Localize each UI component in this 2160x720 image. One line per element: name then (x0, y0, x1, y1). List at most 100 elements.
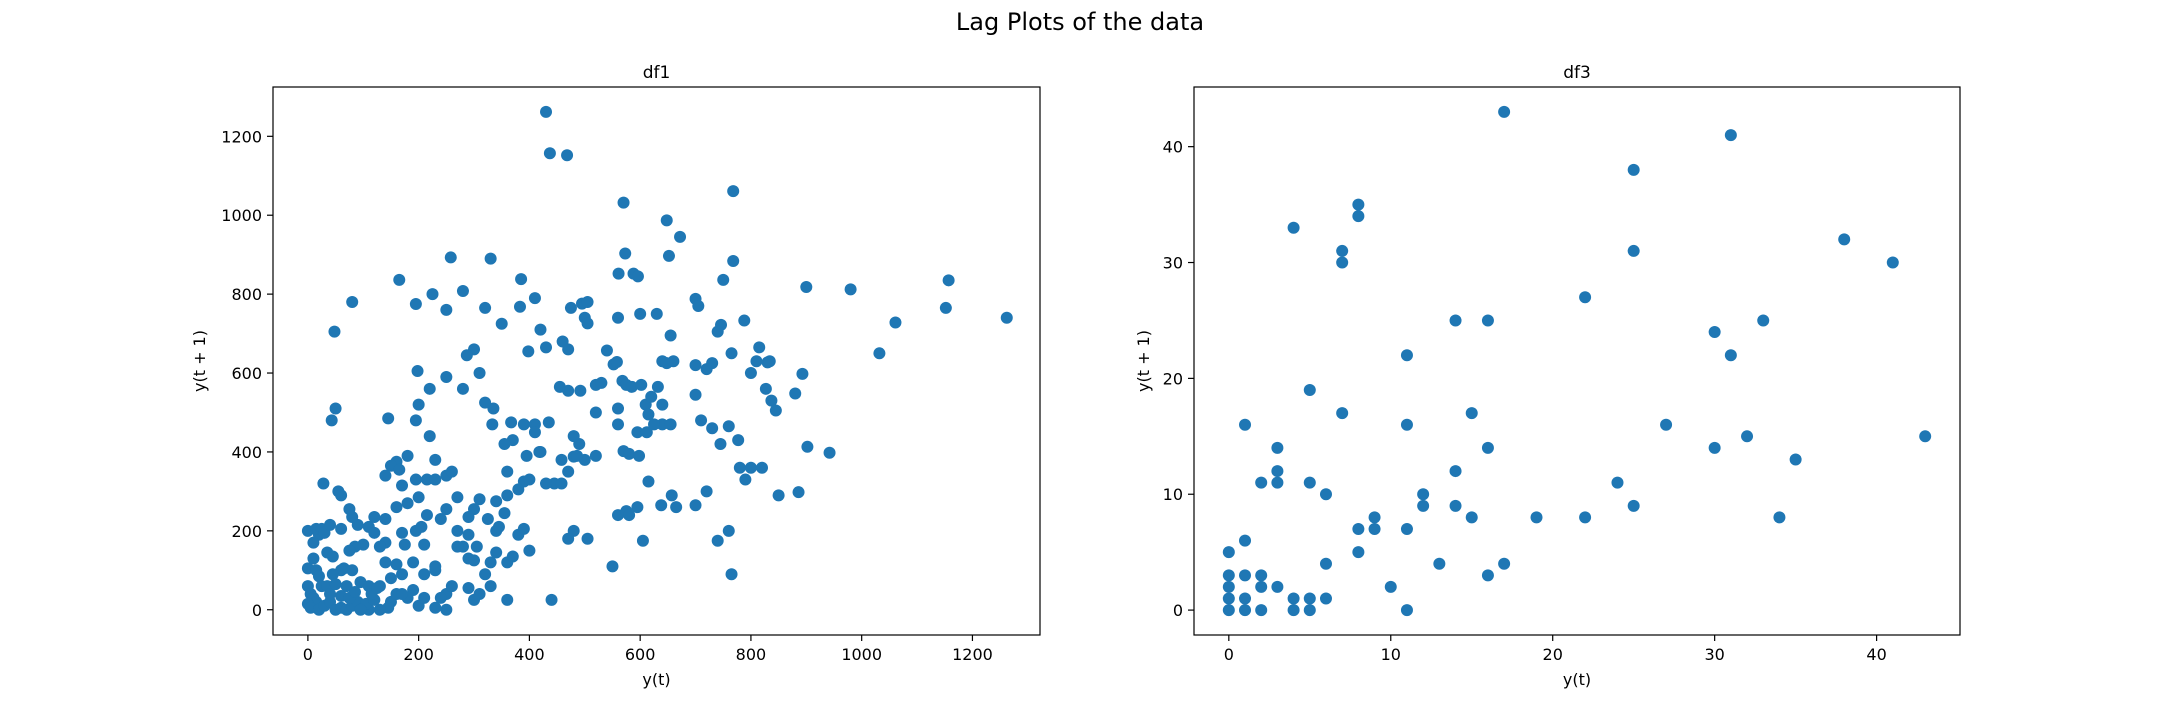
left-scatter-point (434, 513, 447, 526)
left-x-tick-label: 800 (736, 645, 767, 664)
left-scatter-point (429, 473, 442, 486)
left-scatter-point (462, 582, 475, 595)
right-y-tick-label: 0 (1173, 601, 1183, 620)
right-scatter-point (1239, 534, 1252, 547)
right-scatter-point (1255, 476, 1268, 489)
left-scatter-point (396, 526, 409, 539)
left-scatter-point (801, 440, 814, 453)
left-scatter-point (445, 580, 458, 593)
left-scatter-point (617, 196, 630, 209)
left-scatter-point (635, 378, 648, 391)
right-scatter-point (1579, 511, 1592, 524)
left-scatter-point (515, 273, 528, 286)
left-scatter-point (368, 526, 381, 539)
left-scatter-point (523, 473, 536, 486)
left-scatter-point (662, 249, 675, 262)
right-scatter-point (1287, 604, 1300, 617)
left-scatter-point (307, 536, 320, 549)
right-scatter-point (1352, 210, 1365, 223)
left-scatter-point (534, 323, 547, 336)
right-scatter-point (1384, 580, 1397, 593)
left-scatter-point (470, 540, 483, 553)
left-scatter-point (759, 382, 772, 395)
right-scatter-point (1611, 476, 1624, 489)
left-scatter-point (487, 402, 500, 415)
right-scatter-point (1481, 441, 1494, 454)
left-scatter-point (655, 499, 668, 512)
left-scatter-point (329, 578, 342, 591)
left-scatter-point (623, 447, 636, 460)
left-scatter-point (495, 317, 508, 330)
left-scatter-point (317, 477, 330, 490)
left-scatter-point (324, 518, 337, 531)
right-scatter-point (1773, 511, 1786, 524)
left-scatter-point (631, 501, 644, 514)
left-scatter-point (645, 390, 658, 403)
left-scatter-point (393, 273, 406, 286)
left-scatter-point (412, 491, 425, 504)
left-scatter-point (651, 380, 664, 393)
left-scatter-point (348, 585, 361, 598)
left-y-tick-label: 400 (231, 443, 262, 462)
left-scatter-point (581, 317, 594, 330)
figure-title: Lag Plots of the data (955, 8, 1205, 36)
left-scatter-point (325, 414, 338, 427)
left-scatter-point (418, 591, 431, 604)
left-scatter-point (706, 422, 719, 435)
left-scatter-point (371, 582, 384, 595)
left-y-axis-label: y(t + 1) (190, 330, 209, 392)
left-scatter-point (324, 587, 337, 600)
left-scatter-point (623, 509, 636, 522)
left-scatter-point (744, 461, 757, 474)
left-scatter-point (648, 418, 661, 431)
right-scatter-point (1303, 476, 1316, 489)
left-scatter-point (429, 453, 442, 466)
left-scatter-point (562, 384, 575, 397)
left-scatter-point (420, 509, 433, 522)
left-scatter-point (744, 367, 757, 380)
right-scatter-point (1724, 349, 1737, 362)
left-scatter-point (689, 499, 702, 512)
right-scatter-point (1336, 256, 1349, 269)
right-y-tick-label: 10 (1163, 485, 1183, 504)
left-scatter-point (571, 449, 584, 462)
right-scatter-point (1287, 592, 1300, 605)
left-scatter-point (942, 274, 955, 287)
left-scatter-point (451, 491, 464, 504)
left-scatter-point (498, 507, 511, 520)
left-scatter-point (561, 149, 574, 162)
left-scatter-point (706, 357, 719, 370)
left-scatter-point (382, 412, 395, 425)
left-scatter-point (451, 524, 464, 537)
left-scatter-point (373, 540, 386, 553)
left-y-tick-label: 1200 (221, 127, 262, 146)
left-scatter-point (479, 396, 492, 409)
left-scatter-point (332, 485, 345, 498)
left-scatter-point (512, 483, 525, 496)
left-x-axis-label: y(t) (642, 670, 670, 689)
right-scatter-point (1886, 256, 1899, 269)
left-scatter-point (462, 528, 475, 541)
left-scatter-point (513, 300, 526, 313)
right-scatter-point (1239, 418, 1252, 431)
left-scatter-point (343, 503, 356, 516)
right-scatter-point (1352, 546, 1365, 559)
right-scatter-point (1319, 488, 1332, 501)
left-scatter-point (390, 501, 403, 514)
left-scatter-point (412, 398, 425, 411)
left-scatter-point (722, 420, 735, 433)
left-scatter-point (505, 416, 518, 429)
left-scatter-point (473, 367, 486, 380)
left-points (301, 105, 1013, 616)
left-scatter-point (543, 147, 556, 160)
right-scatter-point (1303, 592, 1316, 605)
right-scatter-point (1336, 407, 1349, 420)
left-scatter-point (396, 587, 409, 600)
left-scatter-point (772, 489, 785, 502)
right-scatter-point (1660, 418, 1673, 431)
right-scatter-point (1303, 604, 1316, 617)
left-scatter-point (562, 465, 575, 478)
left-scatter-point (407, 556, 420, 569)
left-scatter-point (542, 416, 555, 429)
